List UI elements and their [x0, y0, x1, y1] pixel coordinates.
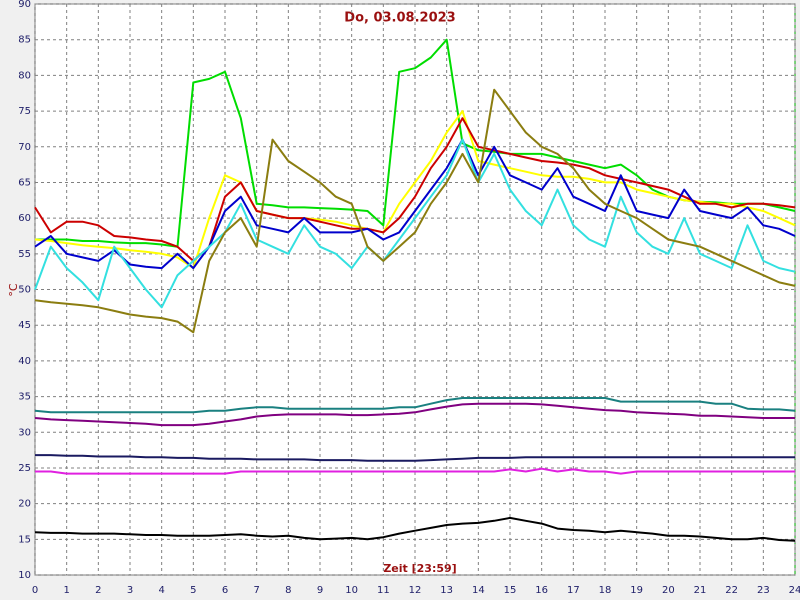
x-tick-label: 1 [63, 585, 69, 596]
x-axis-label: Zeit [23:59] [383, 562, 456, 575]
x-tick-label: 17 [567, 585, 580, 596]
y-tick-label: 35 [18, 392, 31, 403]
y-axis-label: °C [7, 283, 20, 297]
x-tick-label: 2 [95, 585, 101, 596]
x-tick-label: 24 [789, 585, 800, 596]
x-tick-label: 10 [345, 585, 358, 596]
y-tick-label: 25 [18, 463, 31, 474]
series-line [34, 88, 796, 334]
x-tick-label: 0 [32, 585, 38, 596]
x-tick-label: 13 [440, 585, 453, 596]
y-tick-label: 50 [18, 285, 31, 296]
y-tick-label: 80 [18, 70, 31, 81]
x-tick-label: 20 [662, 585, 675, 596]
x-tick-label: 7 [253, 585, 259, 596]
y-tick-label: 30 [18, 427, 31, 438]
y-tick-label: 20 [18, 499, 31, 510]
y-tick-label: 65 [18, 177, 31, 188]
series-line [34, 402, 795, 427]
x-tick-label: 5 [190, 585, 196, 596]
x-tick-label: 12 [409, 585, 422, 596]
x-tick-label: 4 [158, 585, 164, 596]
x-tick-label: 16 [535, 585, 548, 596]
y-tick-label: 55 [18, 249, 31, 260]
x-tick-label: 18 [599, 585, 612, 596]
x-tick-label: 8 [285, 585, 291, 596]
chart-title: Do, 03.08.2023 [344, 11, 455, 26]
y-tick-label: 60 [18, 213, 31, 224]
x-tick-label: 11 [377, 585, 390, 596]
series-line [34, 117, 796, 262]
series-line [35, 454, 795, 462]
x-tick-label: 14 [472, 585, 485, 596]
series-line [34, 110, 796, 270]
series-line [34, 516, 796, 542]
y-tick-label: 90 [18, 0, 31, 10]
x-tick-label: 3 [127, 585, 133, 596]
x-tick-label: 19 [630, 585, 643, 596]
y-tick-label: 70 [18, 142, 31, 153]
x-tick-label: 21 [694, 585, 707, 596]
y-tick-label: 85 [18, 35, 31, 46]
y-tick-label: 75 [18, 106, 31, 117]
series-line [34, 138, 796, 270]
x-tick-label: 22 [725, 585, 738, 596]
series-line [34, 138, 796, 309]
series-line [34, 397, 796, 414]
x-tick-label: 15 [504, 585, 517, 596]
y-tick-label: 40 [18, 356, 31, 367]
x-tick-label: 6 [222, 585, 228, 596]
x-tick-label: 23 [757, 585, 770, 596]
x-tick-label: 9 [317, 585, 323, 596]
y-tick-label: 10 [18, 570, 31, 581]
y-tick-label: 15 [18, 534, 31, 545]
series-line [35, 467, 795, 475]
y-tick-label: 45 [18, 320, 31, 331]
